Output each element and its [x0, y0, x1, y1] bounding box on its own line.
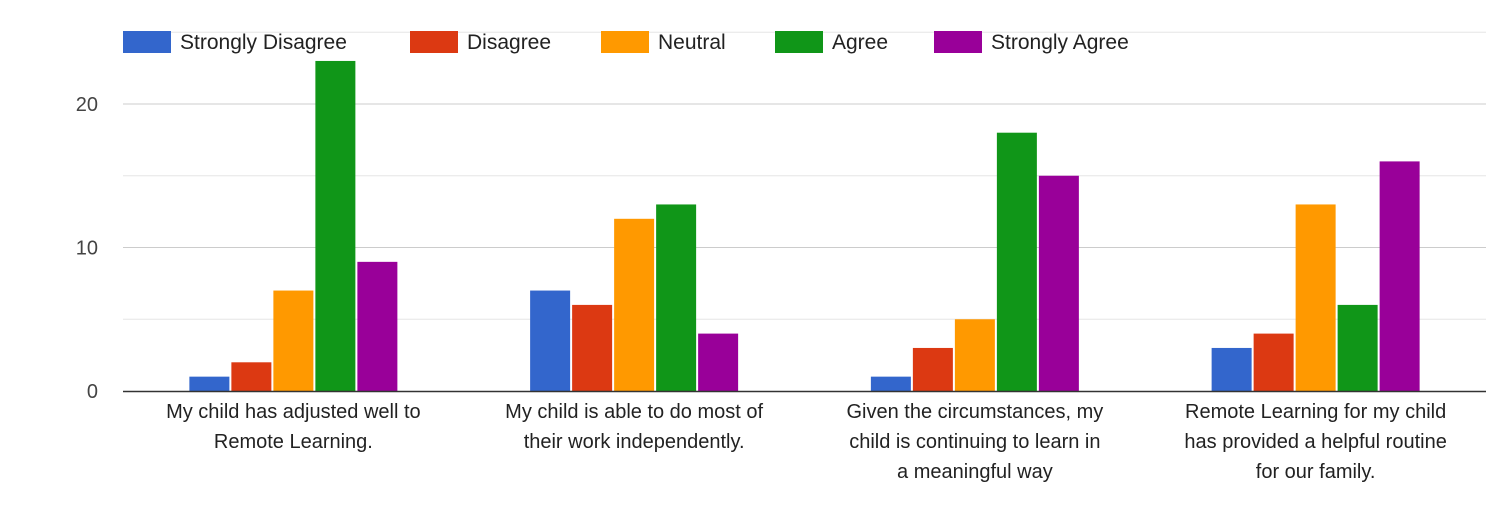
bar-strongly-disagree [1211, 347, 1252, 391]
bar-disagree [912, 347, 953, 391]
x-category-label: child is continuing to learn in [849, 431, 1100, 453]
x-category-label: for our family. [1256, 461, 1376, 483]
bar-disagree [1253, 333, 1294, 391]
legend-label: Disagree [467, 31, 551, 54]
bar-agree [1337, 304, 1378, 391]
legend-label: Strongly Agree [991, 31, 1129, 54]
y-tick-label: 0 [87, 381, 98, 403]
legend-swatch [775, 31, 823, 53]
legend-label: Strongly Disagree [180, 31, 347, 54]
x-category-label: Given the circumstances, my [847, 401, 1104, 423]
bar-neutral [954, 319, 995, 391]
bar-neutral [614, 218, 655, 391]
x-category-label: has provided a helpful routine [1184, 431, 1446, 453]
legend-swatch [410, 31, 458, 53]
x-category-label: My child has adjusted well to [166, 401, 421, 423]
legend-label: Agree [832, 31, 888, 54]
bar-strongly-disagree [530, 290, 571, 391]
bar-strongly-disagree [189, 376, 230, 391]
x-category-label: My child is able to do most of [505, 401, 763, 423]
bar-strongly-disagree [870, 376, 911, 391]
bar-disagree [572, 304, 613, 391]
bar-disagree [231, 362, 272, 391]
x-category-label: their work independently. [524, 431, 745, 453]
y-tick-label: 10 [76, 238, 98, 260]
bar-strongly-agree [698, 333, 739, 391]
bar-neutral [1295, 204, 1336, 391]
y-tick-label: 20 [76, 94, 98, 116]
legend: Strongly Disagree Disagree Neutral Agree Str… [123, 31, 1129, 54]
bar-agree [315, 60, 356, 391]
bar-strongly-agree [357, 261, 398, 391]
bar-neutral [273, 290, 314, 391]
x-category-label: Remote Learning for my child [1185, 401, 1446, 423]
x-category-label: Remote Learning. [214, 431, 373, 453]
x-category-label: a meaningful way [897, 461, 1053, 483]
bar-agree [656, 204, 697, 391]
axes: 0 10 20 My child has adjusted well to Remote… [76, 94, 1486, 483]
bar-agree [996, 132, 1037, 391]
legend-swatch [123, 31, 171, 53]
legend-label: Neutral [658, 31, 726, 54]
bar-strongly-agree [1379, 161, 1420, 391]
bars [189, 60, 1420, 391]
legend-swatch [934, 31, 982, 53]
legend-swatch [601, 31, 649, 53]
bar-strongly-agree [1038, 175, 1079, 391]
